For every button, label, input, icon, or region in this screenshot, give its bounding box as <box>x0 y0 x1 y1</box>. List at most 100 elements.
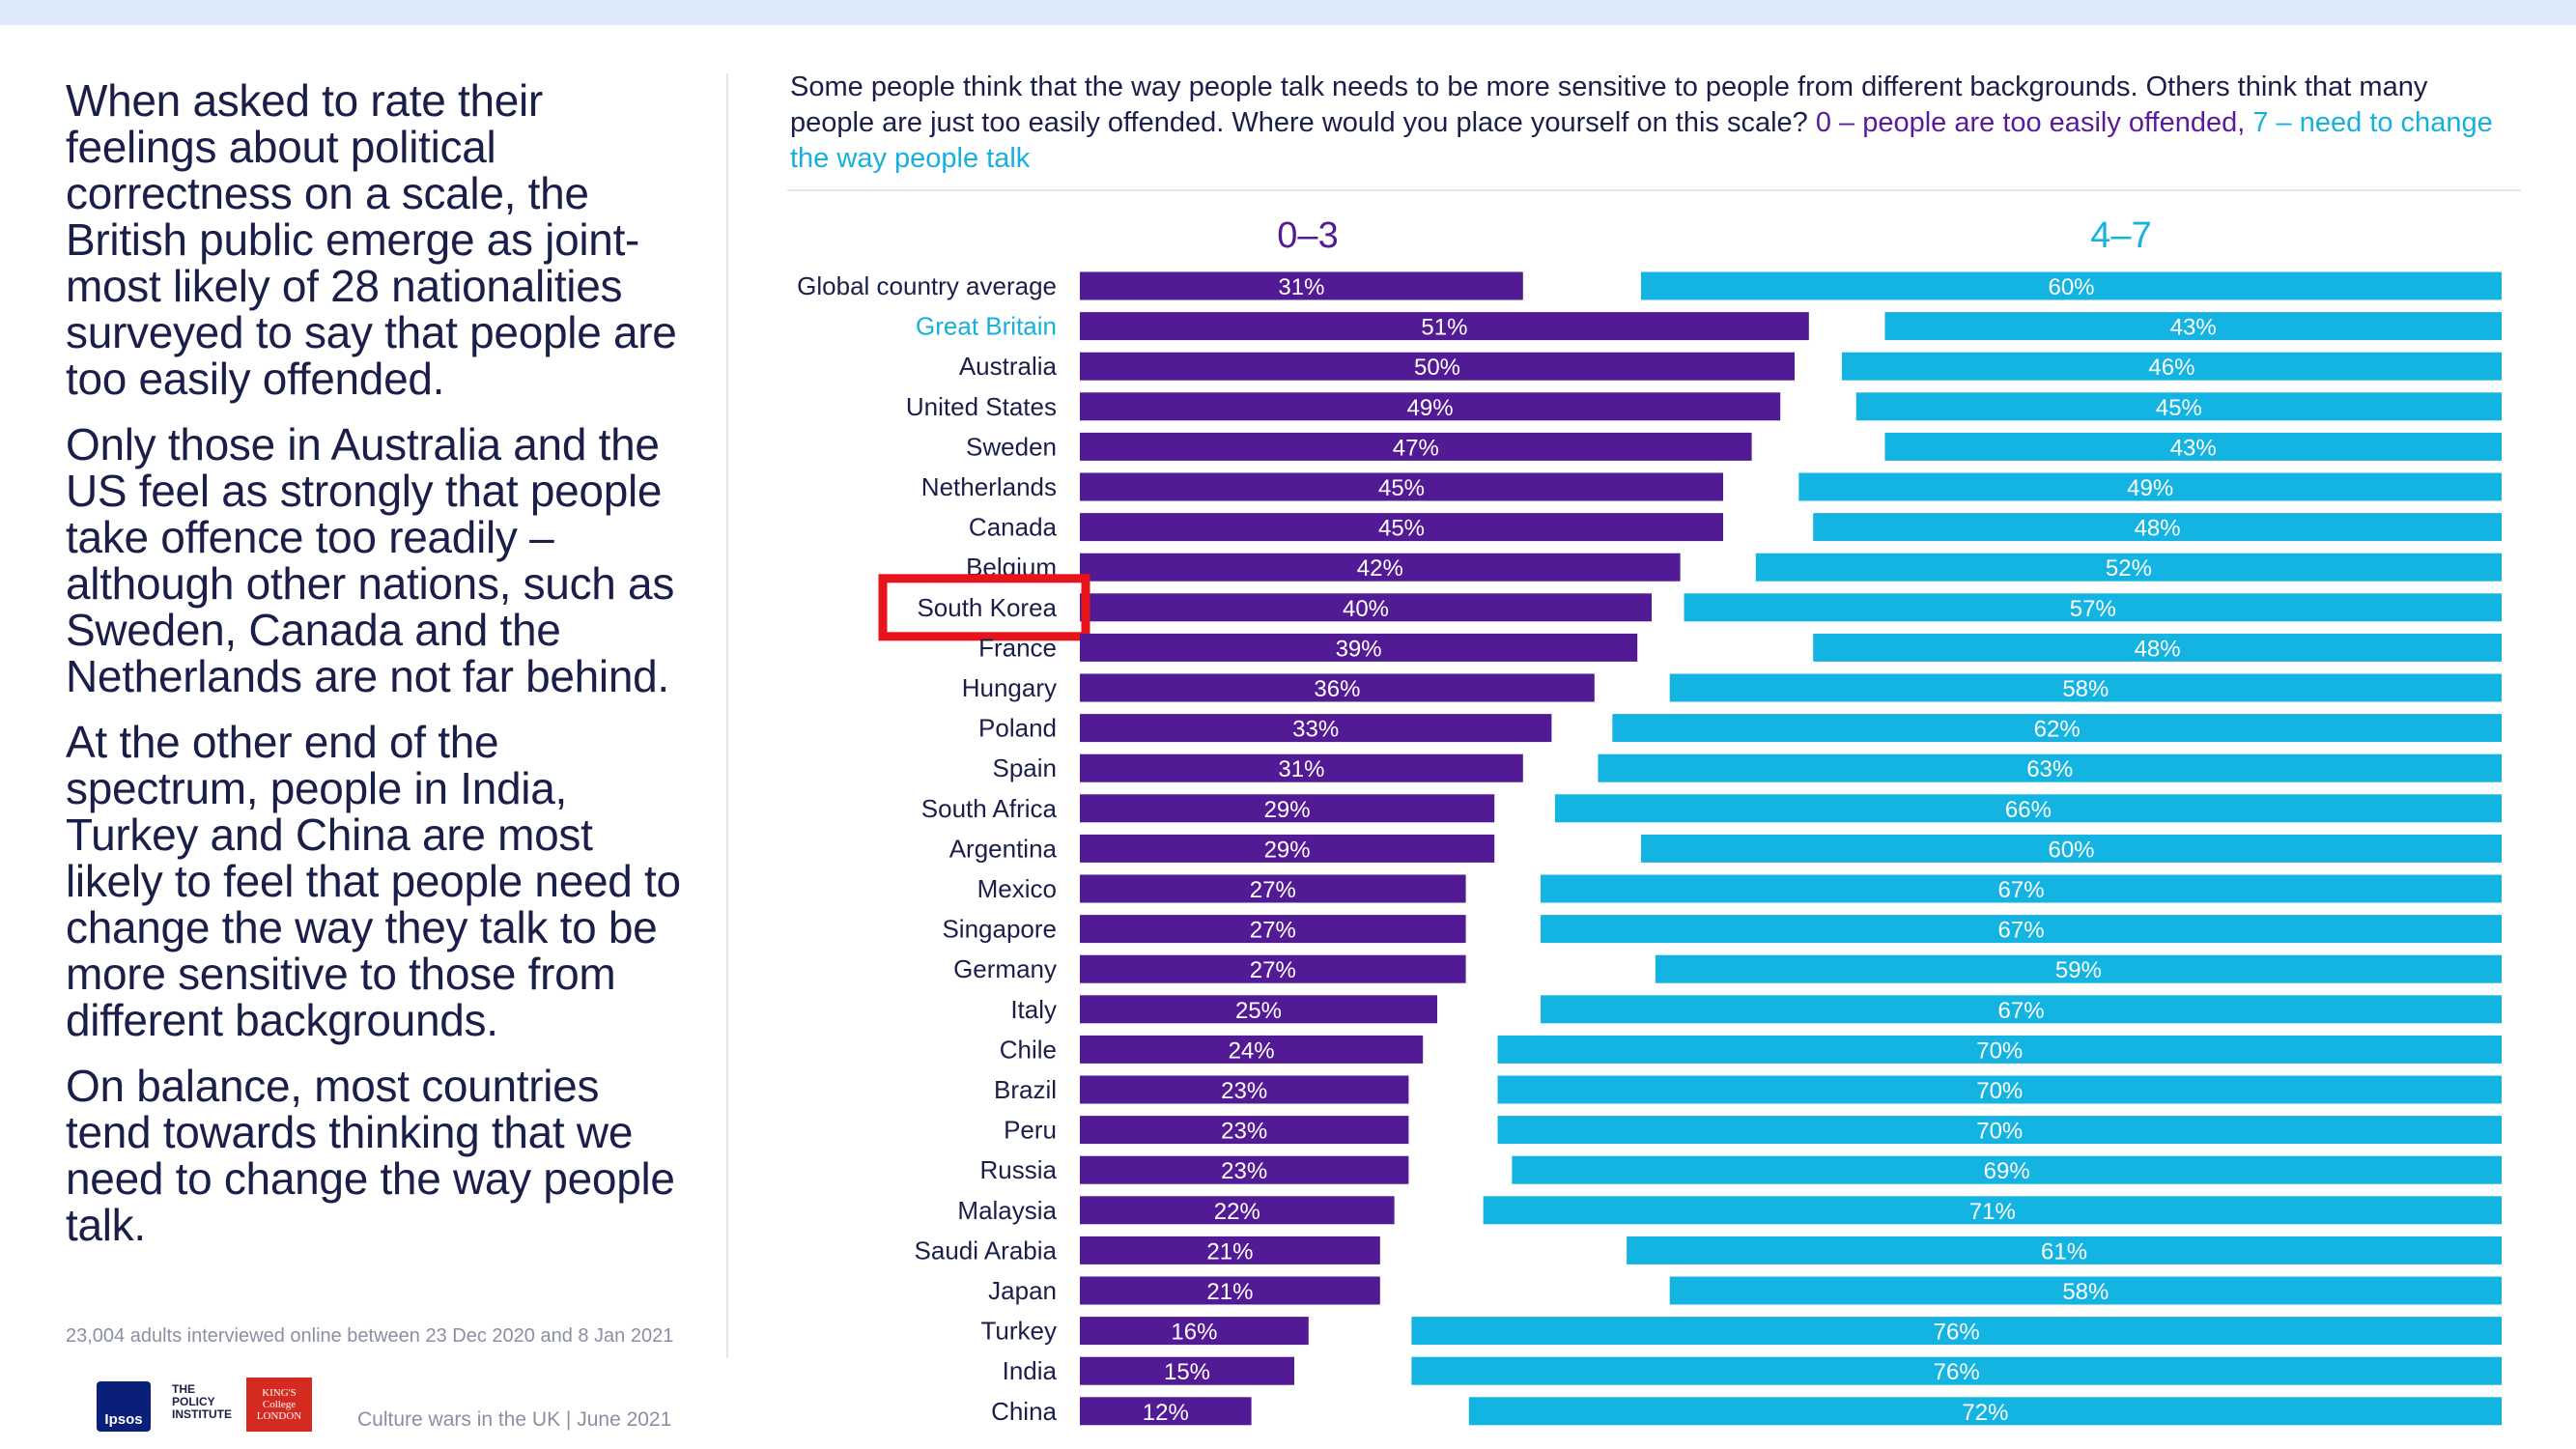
bar-high-label: 70% <box>1976 1037 2023 1064</box>
bar-high <box>1541 874 2502 903</box>
bar-low-label: 25% <box>1235 998 1282 1024</box>
bar-low-label: 27% <box>1250 957 1296 983</box>
bar-high <box>1641 834 2502 863</box>
bar-low <box>1080 593 1652 622</box>
bar-low-label: 27% <box>1250 918 1296 944</box>
category-label: Chile <box>1000 1035 1057 1064</box>
bar-high <box>1813 633 2502 662</box>
survey-question: Some people think that the way people ta… <box>790 70 2509 177</box>
bar-low <box>1080 1196 1395 1225</box>
ipsos-logo: Ipsos <box>97 1381 151 1432</box>
bar-low <box>1080 392 1781 421</box>
category-label: Mexico <box>977 874 1057 903</box>
category-label: Germany <box>953 954 1057 983</box>
bar-high <box>1411 1356 2502 1385</box>
bar-high-label: 72% <box>1962 1400 2008 1426</box>
bar-low <box>1080 1075 1409 1104</box>
bar-low <box>1080 915 1466 944</box>
bar-high-label: 58% <box>2062 1279 2109 1305</box>
bar-high <box>1612 714 2502 743</box>
bar-low <box>1080 753 1523 782</box>
bar-high <box>1497 1075 2502 1104</box>
bar-low-label: 23% <box>1221 1119 1267 1145</box>
bar-low-label: 51% <box>1421 315 1467 341</box>
bar-high <box>1655 954 2502 983</box>
bar-low <box>1080 794 1495 823</box>
bar-high-label: 59% <box>2055 957 2102 983</box>
legend-low: 0–3 <box>1277 215 1338 256</box>
bar-low <box>1080 1155 1409 1184</box>
policy-institute-logo: THE POLICY INSTITUTE <box>172 1382 232 1421</box>
bar-low <box>1080 553 1681 582</box>
category-label: Italy <box>1010 995 1057 1024</box>
category-label: South Africa <box>921 794 1058 823</box>
bar-high <box>1541 915 2502 944</box>
bar-low-label: 23% <box>1221 1158 1267 1184</box>
bar-low <box>1080 1035 1424 1064</box>
bar-low <box>1080 1116 1409 1145</box>
bar-low-label: 24% <box>1229 1037 1275 1064</box>
bar-high-label: 76% <box>1934 1359 1980 1385</box>
bar-low <box>1080 352 1795 381</box>
category-label: Peru <box>1004 1116 1057 1145</box>
category-label: Argentina <box>949 834 1058 863</box>
bar-low-label: 42% <box>1357 555 1403 582</box>
bar-low <box>1080 1356 1294 1385</box>
horizontal-rule <box>787 189 2521 191</box>
category-label: China <box>991 1397 1057 1426</box>
bar-low-label: 47% <box>1393 435 1439 461</box>
bar-low-label: 45% <box>1378 475 1425 501</box>
bar-low-label: 36% <box>1314 676 1360 702</box>
bar-high-label: 60% <box>2048 274 2094 300</box>
category-label: Japan <box>988 1276 1057 1305</box>
category-label: India <box>1003 1356 1058 1385</box>
bar-low <box>1080 472 1723 501</box>
kings-college-logo: KING'S College LONDON <box>246 1378 312 1432</box>
category-label: Russia <box>980 1155 1058 1184</box>
category-label: Malaysia <box>957 1196 1057 1225</box>
category-label: United States <box>906 392 1057 421</box>
category-label: Turkey <box>981 1317 1058 1346</box>
category-label: Canada <box>969 513 1058 542</box>
bar-high-label: 71% <box>1969 1199 2016 1225</box>
bar-low-label: 12% <box>1143 1400 1189 1426</box>
category-label: Brazil <box>994 1075 1057 1104</box>
bar-high <box>1669 673 2502 702</box>
bar-high <box>1755 553 2502 582</box>
bar-low-label: 49% <box>1407 395 1454 421</box>
bar-high-label: 58% <box>2062 676 2109 702</box>
bar-low-label: 23% <box>1221 1078 1267 1104</box>
bar-low <box>1080 874 1466 903</box>
category-label: Sweden <box>966 432 1057 461</box>
bar-low <box>1080 271 1523 300</box>
scale-separator: , <box>2237 107 2253 138</box>
bar-low <box>1080 834 1495 863</box>
bar-low-label: 40% <box>1343 596 1389 622</box>
category-label: Global country average <box>797 271 1057 300</box>
category-label: France <box>978 633 1057 662</box>
category-label: South Korea <box>917 593 1057 622</box>
bar-low-label: 16% <box>1171 1320 1217 1346</box>
bar-low-label: 15% <box>1164 1359 1210 1385</box>
bar-low-label: 21% <box>1206 1238 1253 1264</box>
bar-high <box>1641 271 2502 300</box>
bar-low-label: 45% <box>1378 516 1425 542</box>
category-label: Great Britain <box>916 312 1057 341</box>
bar-low-label: 39% <box>1336 636 1382 662</box>
legend-high: 4–7 <box>2090 215 2151 256</box>
bar-low <box>1080 714 1552 743</box>
bar-high <box>1512 1155 2502 1184</box>
highlight-box <box>878 574 1090 641</box>
bar-high-label: 46% <box>2148 355 2194 381</box>
summary-paragraph: When asked to rate their feelings about … <box>66 75 677 404</box>
bar-high <box>1813 513 2502 542</box>
bar-high <box>1541 995 2502 1024</box>
bar-high <box>1684 593 2502 622</box>
bar-high <box>1884 432 2502 461</box>
bar-low-label: 29% <box>1264 797 1311 823</box>
bar-high-label: 57% <box>2070 596 2116 622</box>
bar-high <box>1411 1317 2502 1346</box>
bar-high <box>1497 1035 2502 1064</box>
bar-low <box>1080 1276 1380 1305</box>
bar-low-label: 22% <box>1214 1199 1260 1225</box>
